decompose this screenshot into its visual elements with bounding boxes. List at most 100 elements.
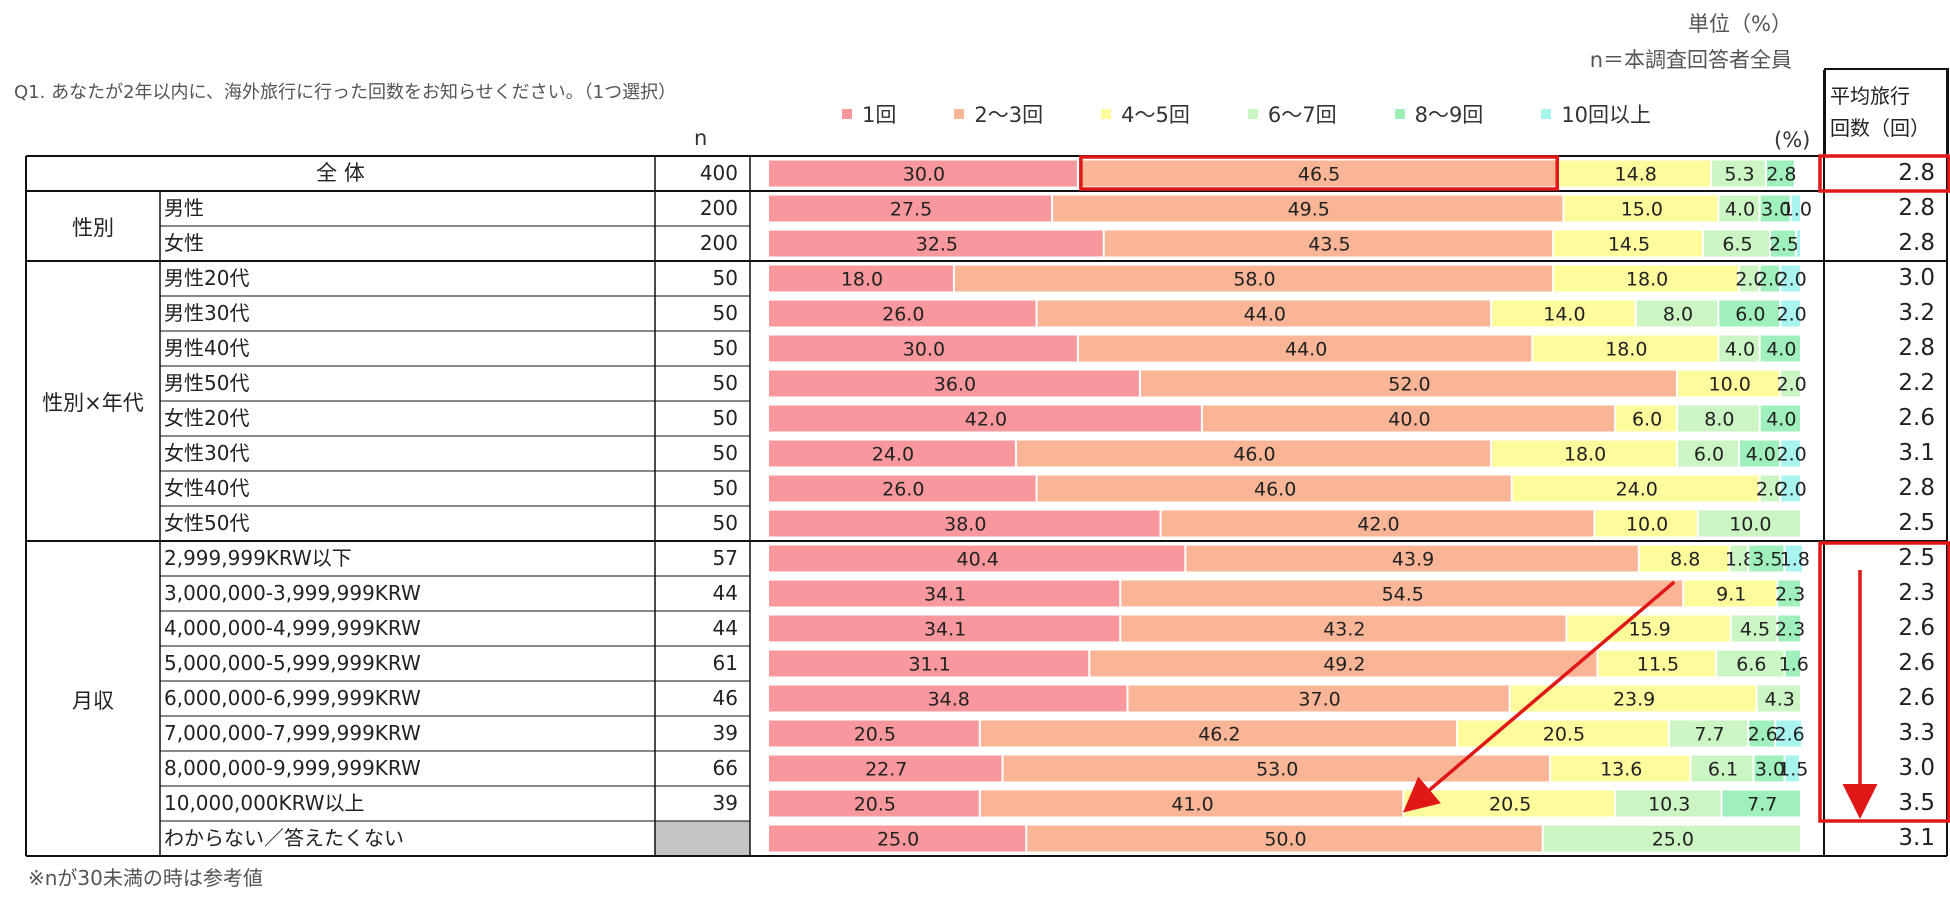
data-label: 3.5 xyxy=(1752,549,1782,571)
average-value: 3.0 xyxy=(1898,755,1935,781)
bar-segment xyxy=(1691,755,1753,782)
data-label: 5.3 xyxy=(1724,164,1754,186)
bar-segment xyxy=(1712,160,1765,187)
row-label: 男性30代 xyxy=(164,301,250,325)
bar-segment xyxy=(1639,545,1729,572)
n-value: 61 xyxy=(712,651,738,675)
data-label: 40.0 xyxy=(1388,409,1430,431)
row-label: 女性50代 xyxy=(164,511,250,535)
data-label: 7.7 xyxy=(1694,724,1724,746)
bar-segment xyxy=(1698,510,1800,537)
data-label: 20.5 xyxy=(854,724,896,746)
bar-segment xyxy=(769,790,979,817)
data-label: 14.5 xyxy=(1608,234,1650,256)
bar-segment xyxy=(1778,615,1800,642)
average-value: 2.8 xyxy=(1898,195,1935,221)
n-cell-shaded xyxy=(655,821,750,856)
data-label: 32.5 xyxy=(916,234,958,256)
n-value: 44 xyxy=(712,616,738,640)
data-label: 2.0 xyxy=(1777,374,1807,396)
data-label: 13.6 xyxy=(1600,759,1642,781)
data-label: 6.6 xyxy=(1736,654,1766,676)
data-label: 31.1 xyxy=(908,654,950,676)
bar-segment xyxy=(769,405,1201,432)
bar-segment xyxy=(769,685,1127,712)
bar-segment xyxy=(1781,300,1800,327)
row-label: 3,000,000-3,999,999KRW xyxy=(164,581,421,605)
data-label: 53.0 xyxy=(1256,759,1298,781)
bar-segment xyxy=(769,545,1185,572)
legend-swatch xyxy=(1101,109,1112,119)
data-label: 2.0 xyxy=(1756,479,1786,501)
data-label: 42.0 xyxy=(965,409,1007,431)
n-value: 400 xyxy=(699,161,738,185)
bar-segment xyxy=(769,335,1077,362)
bar-segment xyxy=(1740,265,1759,292)
data-label: 1.8 xyxy=(1780,549,1810,571)
data-label: 44.0 xyxy=(1244,304,1286,326)
data-label: 25.0 xyxy=(1652,829,1694,851)
bar-segment xyxy=(1776,720,1802,747)
bar-segment xyxy=(1760,475,1780,502)
legend-swatch xyxy=(954,109,965,119)
bar-segment xyxy=(1554,230,1702,257)
bar-segment xyxy=(980,790,1403,817)
data-label: 44.0 xyxy=(1285,339,1327,361)
n-value: 200 xyxy=(699,231,738,255)
data-label: 1.0 xyxy=(1782,199,1812,221)
data-label: 36.0 xyxy=(934,374,976,396)
unit-label: 単位（%） xyxy=(1688,12,1792,36)
average-value: 2.8 xyxy=(1898,475,1935,501)
data-label: 34.1 xyxy=(924,619,966,641)
bar-segment xyxy=(769,650,1089,677)
n-value: 57 xyxy=(712,546,738,570)
data-label: 50.0 xyxy=(1264,829,1306,851)
percent-label: (%) xyxy=(1774,128,1811,152)
data-label: 18.0 xyxy=(1605,339,1647,361)
bar-segment xyxy=(769,265,953,292)
row-label: 2,999,999KRW以下 xyxy=(164,546,352,570)
data-label: 26.0 xyxy=(882,479,924,501)
bar-segment xyxy=(1016,440,1491,467)
legend-swatch xyxy=(842,109,852,119)
bar-segment xyxy=(1760,335,1800,362)
bar-segment xyxy=(1678,440,1739,467)
row-label: 女性20代 xyxy=(164,406,250,430)
n-value: 44 xyxy=(712,581,738,605)
data-label: 2.6 xyxy=(1748,724,1778,746)
bar-segment xyxy=(1037,300,1491,327)
n-value: 50 xyxy=(712,336,738,360)
row-label: 男性20代 xyxy=(164,266,250,290)
data-label: 10.0 xyxy=(1709,374,1751,396)
bar-segment xyxy=(1717,650,1784,677)
bar-segment xyxy=(1678,370,1780,397)
data-label: 52.0 xyxy=(1388,374,1430,396)
legend-label: 8～9回 xyxy=(1414,103,1484,127)
data-label: 43.9 xyxy=(1392,549,1434,571)
data-label: 2.6 xyxy=(1774,724,1804,746)
bar-segment xyxy=(1078,160,1558,187)
row-label: 全 体 xyxy=(316,161,365,185)
data-label: 1.5 xyxy=(1778,759,1808,781)
legend-label: 6～7回 xyxy=(1267,103,1337,127)
data-label: 49.5 xyxy=(1288,199,1330,221)
bar-segment xyxy=(1616,405,1677,432)
bar-segment xyxy=(1543,825,1800,852)
row-label: 女性30代 xyxy=(164,441,250,465)
bar-segment xyxy=(1740,440,1780,467)
bar-segment xyxy=(1003,755,1549,782)
highlight-box-overall-average xyxy=(1818,154,1950,193)
legend-item: 4～5回 xyxy=(1101,100,1190,128)
bar-segment xyxy=(1492,300,1635,327)
bar-segment xyxy=(1766,160,1794,187)
average-header-line2: 回数（回） xyxy=(1830,116,1930,140)
legend-item: 10回以上 xyxy=(1541,100,1651,128)
data-label: 4.0 xyxy=(1766,409,1796,431)
row-label: わからない／答えたくない xyxy=(164,826,404,850)
data-label: 46.5 xyxy=(1298,164,1340,186)
bar-segment xyxy=(1760,405,1800,432)
data-label: 11.5 xyxy=(1637,654,1679,676)
highlight-box-overall-bar xyxy=(1079,155,1559,191)
bar-segment xyxy=(1757,685,1800,712)
